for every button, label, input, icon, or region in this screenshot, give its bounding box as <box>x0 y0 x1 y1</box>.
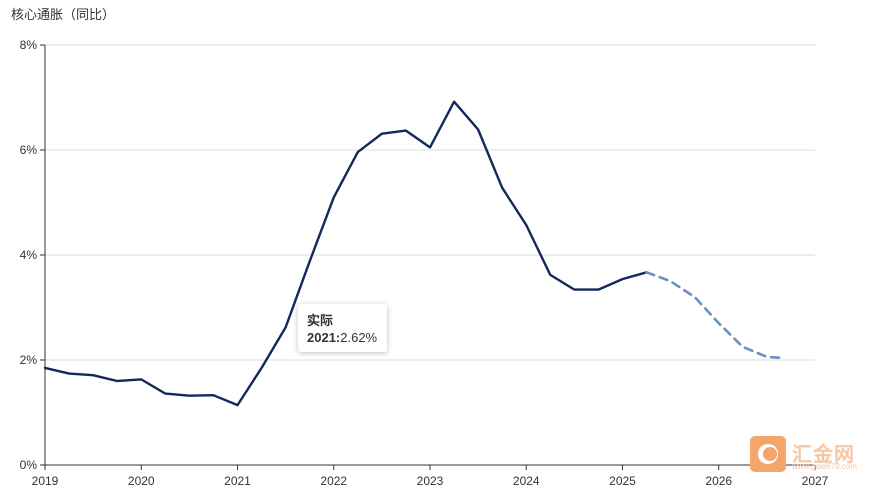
tooltip-x: 2021: <box>307 330 341 345</box>
grid <box>45 44 815 361</box>
chart-title: 核心通胀（同比） <box>11 8 115 23</box>
watermark-logo-icon <box>750 436 786 472</box>
watermark-url: www.gold678.com <box>792 462 857 471</box>
x-tick-label: 2027 <box>802 474 829 488</box>
watermark-text: 汇金网 <box>792 444 855 466</box>
x-tick-label: 2026 <box>705 474 732 488</box>
x-tick-label: 2025 <box>609 474 636 488</box>
x-tick-label: 2022 <box>320 474 347 488</box>
y-tick-label: 6% <box>20 143 38 157</box>
x-tick-label: 2023 <box>417 474 444 488</box>
markers <box>42 99 786 408</box>
y-tick-label: 8% <box>20 38 38 52</box>
x-tick-label: 2019 <box>32 474 59 488</box>
watermark: 汇金网 www.gold678.com <box>750 436 862 474</box>
tooltip: 实际 2021:2.62% <box>298 304 388 352</box>
tooltip-value: 2.62% <box>340 330 378 345</box>
axes: 0% 2% 4% 6% 8% 2019 2020 2021 2022 2023 2024 2025 20… <box>20 38 829 488</box>
y-tick-label: 4% <box>20 248 38 262</box>
x-tick-label: 2024 <box>513 474 540 488</box>
series-line-forecast <box>645 270 785 360</box>
y-tick-label: 0% <box>20 458 38 472</box>
series-line-actual <box>43 100 648 407</box>
y-tick-label: 2% <box>20 353 38 367</box>
x-tick-label: 2021 <box>224 474 251 488</box>
tooltip-series: 实际 <box>307 313 334 328</box>
x-tick-label: 2020 <box>128 474 155 488</box>
series-group <box>43 100 785 407</box>
